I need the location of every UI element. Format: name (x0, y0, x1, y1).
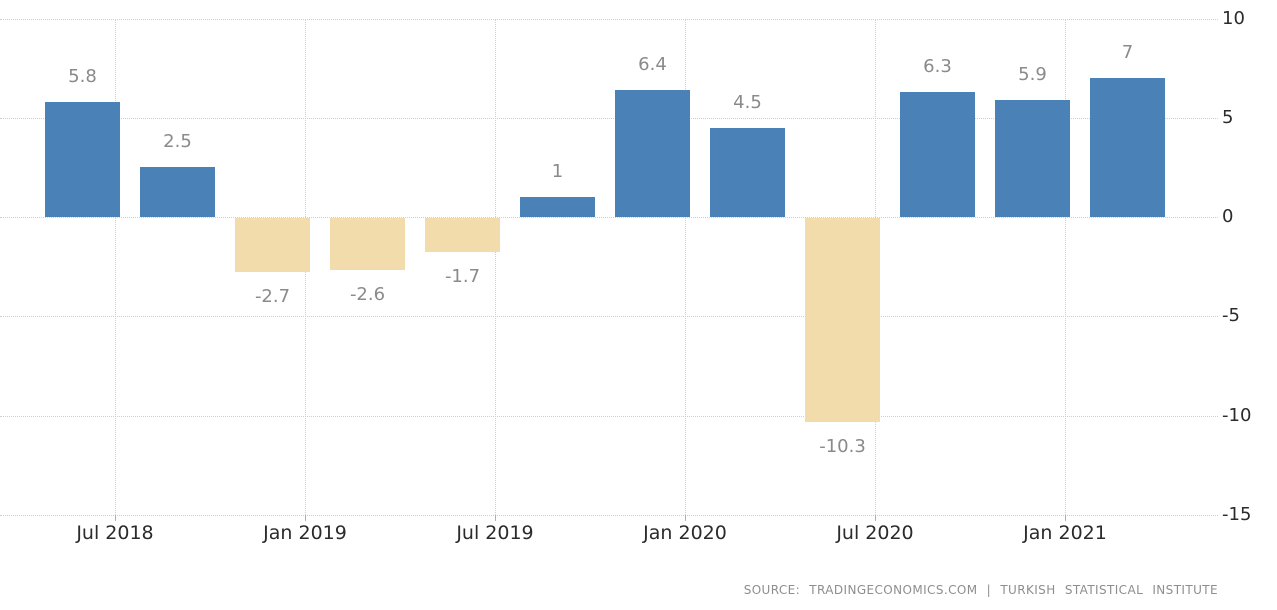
bar (140, 167, 215, 217)
x-axis-tick (115, 515, 116, 521)
bar (995, 100, 1070, 217)
bar (900, 92, 975, 217)
x-axis-tick (495, 515, 496, 521)
bar-value-label: -2.7 (254, 286, 291, 307)
h-gridline (0, 416, 1218, 417)
y-tick-label: -10 (1222, 405, 1252, 426)
bar (1090, 78, 1165, 217)
y-tick-label: -15 (1222, 504, 1252, 525)
bar-value-label: 2.5 (163, 131, 192, 152)
y-tick-label: 0 (1222, 206, 1234, 227)
bar (425, 218, 500, 252)
y-tick-label: 5 (1222, 107, 1234, 128)
h-gridline (0, 19, 1218, 20)
x-tick-label: Jul 2018 (76, 522, 154, 544)
x-tick-label: Jan 2019 (263, 522, 347, 544)
bar (235, 218, 310, 272)
bar (805, 218, 880, 422)
bar (520, 197, 595, 217)
h-gridline (0, 515, 1218, 516)
x-axis-tick (685, 515, 686, 521)
x-tick-label: Jan 2021 (1023, 522, 1107, 544)
x-axis-tick (305, 515, 306, 521)
bar-value-label: 1 (551, 161, 564, 182)
bar-value-label: 5.9 (1018, 64, 1047, 85)
bar-value-label: 6.3 (923, 56, 952, 77)
bar-value-label: -2.6 (349, 284, 386, 305)
x-tick-label: Jan 2020 (643, 522, 727, 544)
v-gridline (495, 19, 496, 515)
v-gridline (1065, 19, 1066, 515)
bar-value-label: -10.3 (819, 436, 866, 457)
x-tick-label: Jul 2019 (456, 522, 534, 544)
y-tick-label: -5 (1222, 305, 1240, 326)
bar (710, 128, 785, 217)
h-gridline (0, 316, 1218, 317)
bar-value-label: 5.8 (68, 66, 97, 87)
source-attribution: SOURCE: TRADINGECONOMICS.COM | TURKISH S… (743, 583, 1218, 597)
h-gridline (0, 118, 1218, 119)
v-gridline (685, 19, 686, 515)
y-tick-label: 10 (1222, 8, 1245, 29)
bar (45, 102, 120, 217)
bar-value-label: 4.5 (733, 92, 762, 113)
bar (330, 218, 405, 270)
h-gridline (0, 217, 1218, 218)
x-axis-tick (875, 515, 876, 521)
v-gridline (115, 19, 116, 515)
x-axis-tick (1065, 515, 1066, 521)
bar-value-label: -1.7 (444, 266, 481, 287)
bar-value-label: 7 (1121, 42, 1134, 63)
bar-value-label: 6.4 (638, 54, 667, 75)
x-tick-label: Jul 2020 (836, 522, 914, 544)
bar (615, 90, 690, 217)
